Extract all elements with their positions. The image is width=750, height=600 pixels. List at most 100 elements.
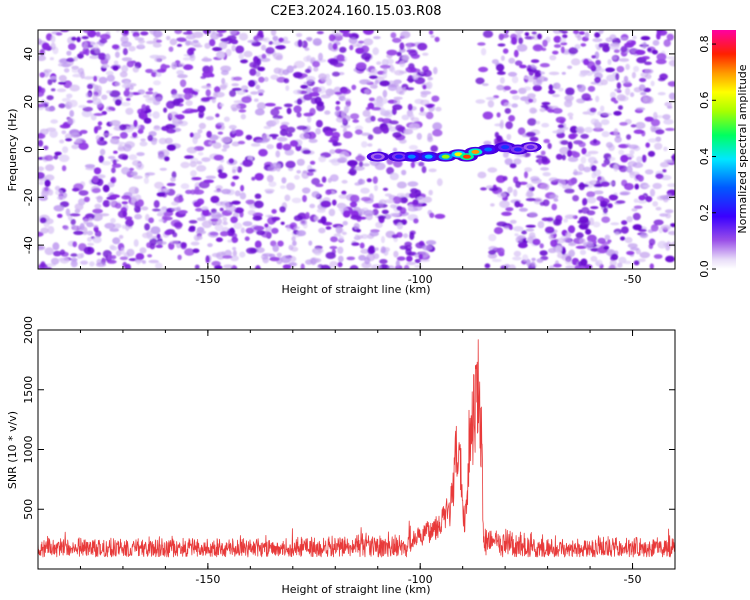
spectrogram-speckle	[380, 246, 386, 254]
spectrogram-speckle	[82, 106, 93, 112]
spectrogram-speckle	[475, 99, 486, 104]
spectrogram-speckle	[92, 175, 99, 183]
spectrogram-speckle	[371, 106, 382, 111]
spectrogram-speckle	[416, 132, 422, 140]
spectrogram-speckle	[216, 122, 225, 126]
spectrogram-speckle	[363, 209, 375, 217]
spectrogram-speckle	[647, 150, 656, 157]
spectrogram-speckle	[420, 92, 428, 98]
spectrogram-speckle	[506, 133, 512, 141]
spectrogram-speckle	[666, 33, 674, 41]
spectrogram-speckle	[549, 194, 559, 200]
spectrogram-speckle	[409, 232, 415, 240]
spectrogram-speckle	[97, 52, 107, 61]
spectrogram-speckle	[55, 189, 64, 196]
spectrogram-speckle	[539, 243, 544, 249]
spectrogram-speckle	[231, 39, 239, 45]
spectrogram-speckle	[38, 133, 46, 139]
spectrogram-speckle	[552, 94, 560, 98]
spectrogram-speckle	[484, 263, 491, 269]
spectrogram-speckle	[108, 106, 115, 111]
spectrogram-speckle	[586, 196, 597, 204]
spectrogram-speckle	[269, 256, 280, 262]
spectrogram-speckle	[358, 178, 363, 185]
spectrogram-speckle	[47, 226, 55, 234]
spectrogram-speckle	[598, 43, 604, 48]
spectrogram-speckle	[195, 207, 203, 212]
snr-x-axis-label: Height of straight line (km)	[281, 583, 430, 596]
spectrogram-speckle	[412, 72, 419, 80]
spectrogram-speckle	[632, 224, 643, 231]
spectrogram-speckle	[123, 30, 129, 35]
spectrogram-speckle	[396, 222, 403, 230]
spectrogram-speckle	[535, 120, 541, 125]
spectrogram-speckle	[602, 44, 610, 53]
spectrogram-speckle	[183, 87, 193, 95]
spectrogram-speckle	[172, 98, 181, 107]
spectrogram-speckle	[148, 217, 155, 224]
spectrogram-speckle	[377, 215, 387, 220]
spectrogram-speckle	[289, 256, 297, 262]
spectrogram-speckle	[71, 68, 80, 73]
spectrogram-speckle	[333, 233, 342, 237]
spectrogram-speckle	[78, 104, 87, 109]
spectrogram-speckle	[403, 264, 410, 269]
spectrogram-speckle	[516, 44, 528, 52]
spectrogram-speckle	[140, 31, 149, 36]
spectrogram-speckle	[665, 255, 675, 263]
spectrogram-speckle	[401, 169, 407, 176]
spectrogram-speckle	[58, 75, 67, 82]
spectrogram-speckle	[211, 211, 222, 220]
spectrogram-speckle	[317, 86, 326, 94]
spectrogram-speckle	[641, 56, 650, 60]
spectrogram-speckle	[405, 66, 417, 73]
spectrogram-speckle	[190, 241, 200, 246]
spectrogram-speckle	[343, 104, 351, 112]
spectrogram-speckle	[517, 127, 526, 135]
spectrogram-speckle	[257, 89, 265, 94]
snr-ticks: -150 -100 -50 500 1000 1500 2000	[22, 316, 676, 586]
spectrogram-speckle	[82, 30, 92, 34]
spectrogram-speckle	[613, 49, 620, 53]
spectrogram-speckle	[106, 74, 115, 82]
spectrogram-speckle	[561, 30, 568, 34]
spectrogram-speckle	[40, 227, 49, 234]
spectrogram-speckle	[47, 79, 53, 86]
spectrogram-speckle	[325, 226, 332, 230]
spectrogram-speckle	[604, 234, 611, 241]
spectrogram-speckle	[526, 259, 531, 267]
spectrogram-speckle	[637, 200, 647, 204]
spectrogram-speckle	[211, 97, 216, 104]
spectrogram-speckle	[360, 196, 371, 202]
spectrogram-speckle	[607, 203, 613, 209]
spectrogram-speckle	[61, 97, 71, 102]
spectrogram-speckle	[44, 155, 54, 161]
spectrogram-speckle	[373, 36, 381, 40]
spectrogram-speckle	[524, 167, 533, 173]
spectrogram-speckle	[196, 160, 203, 165]
spectrogram-speckle	[210, 218, 219, 222]
spectrogram-speckle	[254, 193, 262, 199]
spectrogram-speckle	[267, 166, 278, 172]
spectrogram-speckle	[379, 80, 391, 87]
spectrogram-speckle	[152, 208, 161, 212]
spectrogram-speckle	[220, 231, 229, 237]
spectrogram-speckle	[342, 117, 347, 124]
spectrogram-speckle	[349, 265, 359, 269]
spectrogram-speckle	[340, 88, 351, 95]
colorbar-ticks: 0.0 0.2 0.4 0.6 0.8	[698, 35, 716, 278]
spectrogram-speckle	[261, 44, 267, 51]
spectrogram-speckle	[93, 75, 98, 82]
spectrogram-speckle	[205, 89, 211, 97]
spectrogram-speckle	[310, 257, 317, 266]
spectrogram-speckle	[355, 155, 366, 162]
spectrogram-speckle	[640, 91, 647, 96]
spectrogram-speckle	[152, 30, 163, 38]
spectrogram-speckle	[256, 102, 266, 110]
spectrogram-speckle	[372, 83, 378, 89]
spectrogram-speckle	[98, 76, 108, 84]
spectrogram-speckle	[277, 240, 284, 247]
spectrogram-speckle	[522, 254, 529, 262]
spectrogram-speckle	[402, 54, 410, 61]
spectrogram-speckle	[611, 253, 619, 261]
